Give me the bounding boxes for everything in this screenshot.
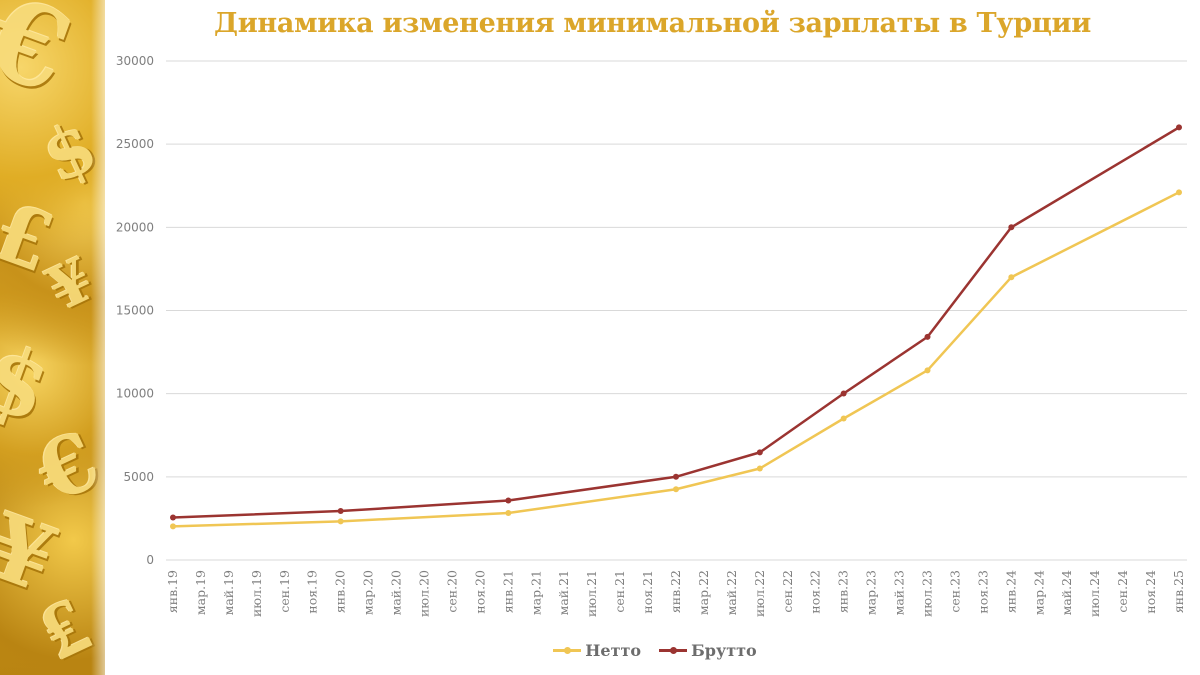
- legend-item-netto: Нетто: [553, 641, 641, 660]
- y-tick-label: 30000: [116, 54, 154, 68]
- decorative-currency-background: € $ £ ¥ $ € ¥ ₤: [0, 0, 105, 675]
- data-point-marker: [1176, 189, 1182, 196]
- x-tick-label: мар.22: [696, 570, 711, 615]
- y-tick-label: 0: [146, 553, 154, 567]
- x-tick-label: ноя.23: [975, 570, 990, 614]
- y-tick-label: 20000: [116, 220, 154, 234]
- x-tick-label: ноя.19: [305, 570, 320, 614]
- data-point-marker: [840, 415, 847, 422]
- data-point-marker: [170, 523, 176, 530]
- legend-item-brutto: Брутто: [659, 641, 757, 660]
- legend-label-brutto: Брутто: [691, 641, 757, 660]
- x-tick-label: янв.23: [836, 570, 851, 613]
- data-point-marker: [1008, 224, 1015, 231]
- y-axis: 0 5000 10000 15000 20000 25000 30000: [116, 54, 154, 567]
- x-tick-label: мар.24: [1031, 570, 1046, 615]
- x-tick-label: мар.19: [193, 570, 208, 615]
- x-tick-label: июл.19: [249, 570, 264, 617]
- x-tick-label: май.22: [724, 570, 739, 615]
- x-tick-label: сен.20: [444, 570, 459, 613]
- data-point-marker: [1008, 274, 1015, 281]
- x-tick-label: июл.21: [584, 570, 599, 617]
- x-axis: янв.19 мар.19 май.19 июл.19 сен.19 ноя.19 янв.…: [165, 570, 1186, 617]
- x-tick-label: янв.25: [1171, 570, 1186, 613]
- x-tick-label: сен.21: [612, 570, 627, 613]
- x-tick-label: ноя.24: [1143, 570, 1158, 614]
- x-tick-label: янв.20: [333, 570, 348, 613]
- data-point-marker: [756, 449, 763, 456]
- x-tick-label: мар.21: [528, 570, 543, 615]
- x-tick-label: июл.22: [752, 570, 767, 617]
- y-tick-label: 10000: [116, 387, 154, 401]
- data-point-marker: [505, 509, 512, 516]
- x-tick-label: мар.23: [864, 570, 879, 615]
- data-point-marker: [337, 518, 344, 525]
- x-tick-label: сен.19: [277, 570, 292, 613]
- x-tick-label: май.24: [1059, 570, 1074, 615]
- x-tick-label: янв.24: [1003, 570, 1018, 613]
- x-tick-label: ноя.22: [808, 570, 823, 614]
- x-tick-label: июл.23: [920, 570, 935, 617]
- x-tick-label: мар.20: [361, 570, 376, 615]
- legend-swatch-netto: [553, 646, 582, 654]
- x-tick-label: янв.21: [500, 570, 515, 613]
- x-tick-label: май.23: [892, 570, 907, 615]
- gridlines: [166, 60, 1187, 561]
- legend-label-netto: Нетто: [585, 641, 642, 660]
- data-point-marker: [1176, 124, 1182, 131]
- x-tick-label: сен.22: [780, 570, 795, 613]
- x-tick-label: ноя.20: [472, 570, 487, 614]
- x-tick-label: май.19: [221, 570, 236, 615]
- chart-title: Динамика изменения минимальной зарплаты …: [213, 8, 1091, 39]
- x-tick-label: май.20: [389, 570, 404, 615]
- y-tick-label: 25000: [116, 137, 154, 151]
- data-point-marker: [756, 465, 763, 472]
- data-point-marker: [924, 333, 931, 340]
- x-tick-label: янв.19: [165, 570, 180, 613]
- x-tick-label: ноя.21: [640, 570, 655, 614]
- series-lines: [170, 124, 1182, 530]
- data-point-marker: [673, 473, 679, 480]
- legend: Нетто Брутто: [0, 641, 1200, 660]
- x-tick-label: июл.24: [1087, 570, 1102, 617]
- x-tick-label: май.21: [556, 570, 571, 615]
- data-point-marker: [924, 367, 931, 374]
- data-point-marker: [840, 390, 847, 397]
- x-tick-label: янв.22: [668, 570, 683, 613]
- data-point-marker: [170, 514, 176, 521]
- x-tick-label: сен.23: [947, 570, 962, 613]
- x-tick-label: сен.24: [1115, 570, 1130, 613]
- data-point-marker: [337, 508, 344, 515]
- y-tick-label: 15000: [116, 304, 154, 318]
- y-tick-label: 5000: [123, 470, 154, 484]
- x-tick-label: июл.20: [417, 570, 432, 617]
- data-point-marker: [673, 486, 679, 493]
- data-point-marker: [505, 497, 512, 504]
- legend-swatch-brutto: [659, 646, 688, 654]
- series-line-brutto: [172, 126, 1180, 519]
